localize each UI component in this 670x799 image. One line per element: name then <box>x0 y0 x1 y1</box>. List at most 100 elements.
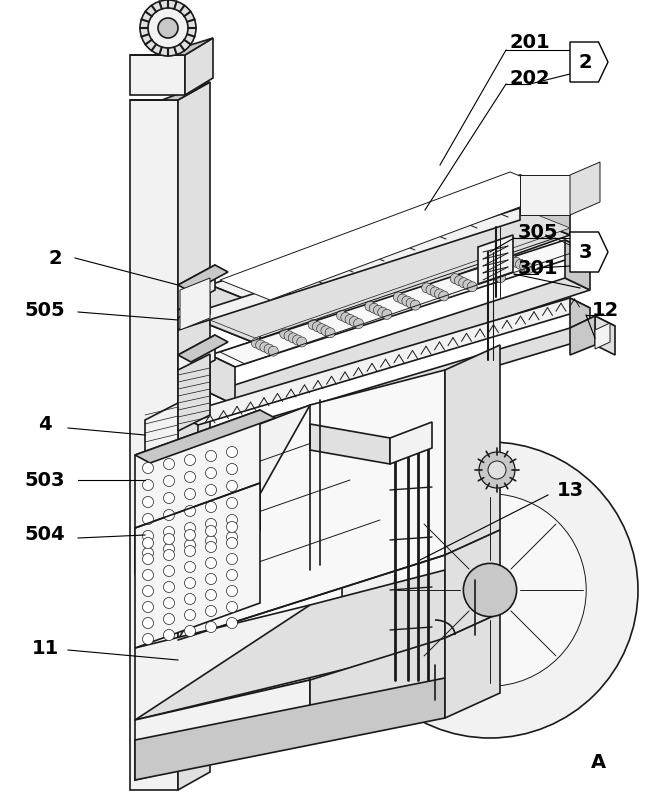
Circle shape <box>143 570 153 581</box>
Circle shape <box>206 451 216 462</box>
Circle shape <box>163 534 174 544</box>
Circle shape <box>226 480 237 491</box>
Polygon shape <box>595 316 615 355</box>
Circle shape <box>349 316 359 327</box>
Circle shape <box>463 280 473 290</box>
Polygon shape <box>210 285 260 345</box>
Polygon shape <box>570 298 590 338</box>
Polygon shape <box>445 613 500 718</box>
Circle shape <box>226 498 237 508</box>
Circle shape <box>163 492 174 503</box>
Circle shape <box>226 522 237 532</box>
Circle shape <box>410 300 420 310</box>
Circle shape <box>143 531 153 542</box>
Circle shape <box>206 574 216 585</box>
Text: A: A <box>590 753 606 772</box>
Circle shape <box>382 309 392 320</box>
Circle shape <box>163 598 174 609</box>
Text: 2: 2 <box>578 53 592 71</box>
Circle shape <box>206 590 216 601</box>
Text: 201: 201 <box>510 33 550 51</box>
Circle shape <box>184 594 196 605</box>
Circle shape <box>280 329 289 339</box>
Circle shape <box>507 255 517 265</box>
Polygon shape <box>178 298 590 425</box>
Circle shape <box>226 618 237 629</box>
Circle shape <box>373 305 383 316</box>
Circle shape <box>206 622 216 633</box>
Circle shape <box>260 342 270 352</box>
Circle shape <box>439 291 449 301</box>
Circle shape <box>454 276 464 285</box>
Polygon shape <box>178 335 228 362</box>
Circle shape <box>317 324 327 334</box>
Polygon shape <box>178 370 445 640</box>
Circle shape <box>206 535 216 547</box>
Polygon shape <box>178 265 228 292</box>
Circle shape <box>163 614 174 625</box>
Circle shape <box>450 273 460 284</box>
Circle shape <box>206 467 216 479</box>
Text: 202: 202 <box>510 69 550 88</box>
Circle shape <box>226 554 237 565</box>
Circle shape <box>430 287 440 297</box>
Circle shape <box>163 459 174 470</box>
Circle shape <box>143 602 153 613</box>
Circle shape <box>163 510 174 520</box>
Circle shape <box>143 514 153 524</box>
Circle shape <box>143 496 153 507</box>
Circle shape <box>464 563 517 617</box>
Polygon shape <box>520 175 570 235</box>
Circle shape <box>520 261 530 272</box>
Polygon shape <box>130 55 185 95</box>
Polygon shape <box>178 82 210 790</box>
Circle shape <box>143 634 153 645</box>
Polygon shape <box>135 605 310 720</box>
Circle shape <box>184 610 196 621</box>
Circle shape <box>143 463 153 474</box>
Polygon shape <box>310 638 445 740</box>
Polygon shape <box>130 82 210 100</box>
Circle shape <box>345 315 355 324</box>
Circle shape <box>264 344 274 354</box>
Circle shape <box>321 326 331 336</box>
Circle shape <box>488 461 506 479</box>
Circle shape <box>184 471 196 483</box>
Circle shape <box>226 538 237 548</box>
Polygon shape <box>595 323 610 349</box>
Circle shape <box>354 319 364 328</box>
Polygon shape <box>570 42 608 82</box>
Polygon shape <box>445 530 500 638</box>
Polygon shape <box>135 483 260 648</box>
Circle shape <box>143 547 153 559</box>
Circle shape <box>288 333 298 343</box>
Circle shape <box>496 272 506 283</box>
Polygon shape <box>135 678 445 780</box>
Circle shape <box>421 283 431 292</box>
Circle shape <box>341 312 351 323</box>
Circle shape <box>184 546 196 556</box>
Circle shape <box>467 282 477 292</box>
Polygon shape <box>220 172 560 300</box>
Circle shape <box>206 502 216 512</box>
Polygon shape <box>210 175 570 305</box>
Circle shape <box>378 308 388 317</box>
Circle shape <box>206 526 216 536</box>
Circle shape <box>163 582 174 593</box>
Circle shape <box>206 606 216 617</box>
Circle shape <box>226 515 237 526</box>
Circle shape <box>206 484 216 495</box>
Polygon shape <box>210 240 590 367</box>
Polygon shape <box>205 208 570 338</box>
Polygon shape <box>185 38 213 95</box>
Polygon shape <box>135 570 445 720</box>
Polygon shape <box>565 240 590 290</box>
Circle shape <box>284 331 294 341</box>
Circle shape <box>163 630 174 641</box>
Circle shape <box>184 530 196 540</box>
Circle shape <box>406 298 416 308</box>
Text: 301: 301 <box>518 259 558 277</box>
Circle shape <box>143 538 153 548</box>
Circle shape <box>255 340 265 350</box>
Circle shape <box>184 506 196 516</box>
